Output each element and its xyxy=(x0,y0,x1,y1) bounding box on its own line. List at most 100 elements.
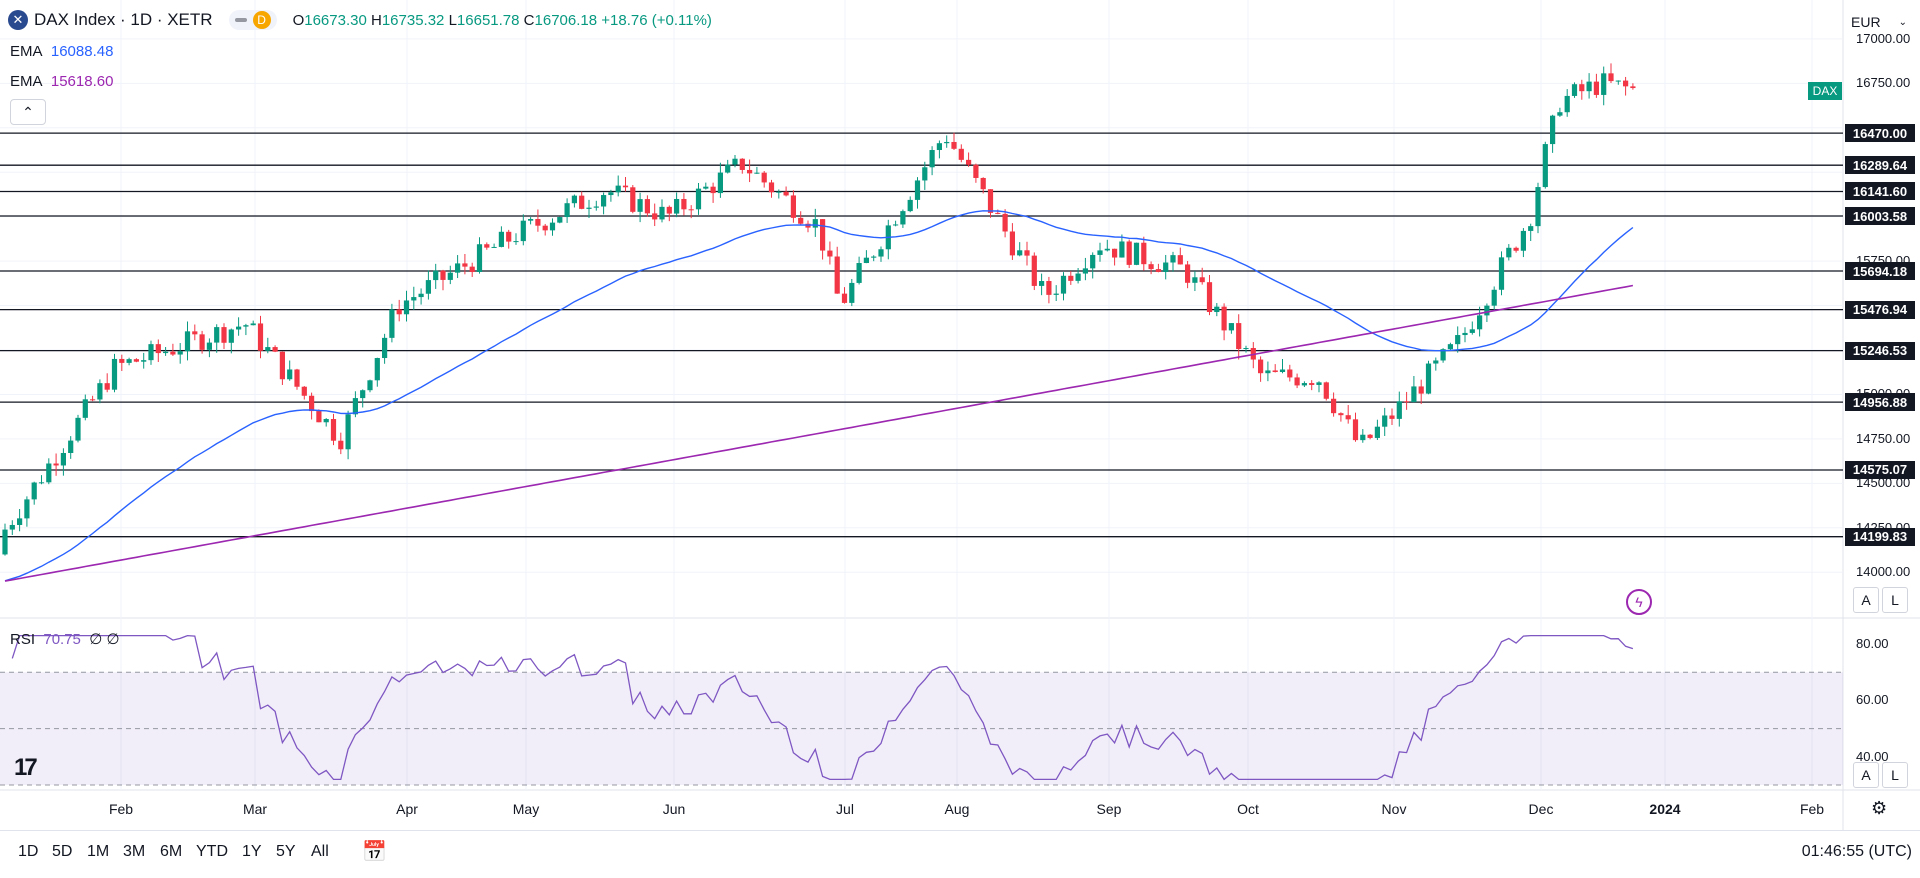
ema1-legend[interactable]: EMA 16088.48 xyxy=(10,43,114,60)
timeframe-button[interactable]: 5Y xyxy=(276,843,296,860)
candle-up xyxy=(1462,332,1468,336)
candle-down xyxy=(1272,370,1278,373)
candle-up xyxy=(732,158,738,165)
level-price-tag[interactable]: 15694.18 xyxy=(1845,262,1915,281)
auto-scale-button-main[interactable]: A xyxy=(1853,587,1879,613)
candle-down xyxy=(1593,81,1599,95)
timeframe-button[interactable]: 1Y xyxy=(242,843,262,860)
candle-up xyxy=(695,188,702,210)
chart-canvas[interactable] xyxy=(0,0,1920,830)
candle-up xyxy=(1542,144,1548,188)
market-status-pill[interactable]: D xyxy=(228,10,277,30)
candle-up xyxy=(900,211,906,225)
level-price-tag[interactable]: 16289.64 xyxy=(1845,156,1915,175)
candle-down xyxy=(1309,383,1315,385)
level-price-tag[interactable]: 15476.94 xyxy=(1845,300,1915,319)
candle-up xyxy=(228,329,234,343)
currency-select[interactable]: EUR ⌄ xyxy=(1851,14,1907,30)
candle-down xyxy=(622,185,629,188)
level-price-tag[interactable]: 16470.00 xyxy=(1845,124,1915,143)
time-axis-label: Feb xyxy=(1799,801,1825,817)
candle-up xyxy=(1163,262,1169,272)
candle-down xyxy=(681,198,687,210)
timeframe-button[interactable]: 6M xyxy=(160,843,183,860)
candle-up xyxy=(367,380,373,391)
candle-down xyxy=(1236,323,1242,350)
candle-up xyxy=(1214,306,1220,313)
timeframe-button[interactable]: 5D xyxy=(52,843,73,860)
candle-up xyxy=(1615,80,1621,82)
level-price-tag[interactable]: 14575.07 xyxy=(1845,460,1915,479)
candle-up xyxy=(914,180,921,200)
candle-up xyxy=(214,327,220,343)
level-price-tag[interactable]: 16003.58 xyxy=(1845,207,1915,226)
candle-up xyxy=(871,256,877,258)
candle-up xyxy=(1097,250,1103,255)
candle-up xyxy=(455,263,461,273)
candle-up xyxy=(1039,281,1045,286)
change-value: +18.76 (+0.11%) xyxy=(601,11,712,29)
candle-down xyxy=(484,244,490,248)
candle-up xyxy=(557,217,563,223)
gear-icon[interactable]: ⚙ xyxy=(1871,798,1888,818)
rsi-legend[interactable]: RSI 70.75 ∅ ∅ xyxy=(10,631,120,648)
ema2-legend[interactable]: EMA 15618.60 xyxy=(10,73,114,90)
candle-up xyxy=(60,452,66,466)
level-price-tag[interactable]: 15246.53 xyxy=(1845,341,1915,360)
candle-up xyxy=(184,331,191,352)
candle-up xyxy=(425,280,431,294)
timeframe-button[interactable]: All xyxy=(311,843,329,860)
level-price-tag[interactable]: 14956.88 xyxy=(1845,393,1915,412)
candle-up xyxy=(1484,305,1490,316)
candle-down xyxy=(747,169,753,174)
level-price-tag[interactable]: 14199.83 xyxy=(1845,527,1915,546)
candle-down xyxy=(1199,277,1205,283)
symbol-legend: ✕ DAX Index · 1D · XETR D O16673.30 H167… xyxy=(8,10,712,30)
rsi-axis-tick: 60.00 xyxy=(1856,692,1889,708)
timeframe-button[interactable]: 1M xyxy=(87,843,110,860)
candle-down xyxy=(1046,281,1052,295)
candle-up xyxy=(564,203,570,218)
candle-down xyxy=(535,219,541,226)
symbol-title[interactable]: DAX Index · 1D · XETR xyxy=(34,10,213,29)
candle-up xyxy=(571,195,577,204)
candle-up xyxy=(601,195,607,207)
candle-down xyxy=(783,191,789,196)
candle-up xyxy=(812,219,818,228)
candle-down xyxy=(1513,247,1519,251)
lightning-icon[interactable]: ϟ xyxy=(1626,589,1652,615)
log-scale-button-main[interactable]: L xyxy=(1882,587,1908,613)
calendar-icon[interactable]: 📅 xyxy=(362,841,387,863)
candle-up xyxy=(163,351,169,354)
candle-down xyxy=(133,359,139,362)
timeframe-button[interactable]: 3M xyxy=(123,843,146,860)
candle-up xyxy=(608,192,614,196)
candle-up xyxy=(1564,95,1570,113)
candle-up xyxy=(776,191,782,193)
time-axis-label: Mar xyxy=(242,801,268,817)
tradingview-logo-icon[interactable]: 17 xyxy=(14,754,38,781)
candle-down xyxy=(834,256,840,294)
candle-up xyxy=(265,347,271,351)
time-axis-label: Jun xyxy=(662,801,686,817)
candle-down xyxy=(820,219,826,251)
clock[interactable]: 01:46:55 (UTC) xyxy=(1801,843,1912,860)
candle-down xyxy=(542,225,548,231)
timeframe-button[interactable]: 1D xyxy=(18,843,39,860)
candle-up xyxy=(491,246,497,248)
auto-scale-button-rsi[interactable]: A xyxy=(1853,762,1879,788)
candle-up xyxy=(345,414,351,450)
bottom-toolbar: 1D 5D 1M 3M 6M YTD 1Y 5Y All 📅 01:46:55 (UTC) xyxy=(0,830,1920,873)
level-price-tag[interactable]: 16141.60 xyxy=(1845,182,1915,201)
timeframe-button[interactable]: YTD xyxy=(196,843,228,860)
candle-up xyxy=(1060,275,1067,294)
collapse-legend-button[interactable]: ⌃ xyxy=(10,99,46,125)
candle-up xyxy=(513,241,519,243)
candle-down xyxy=(279,351,285,380)
candle-down xyxy=(1126,241,1132,265)
log-scale-button-rsi[interactable]: L xyxy=(1882,762,1908,788)
candle-up xyxy=(374,358,380,381)
candle-down xyxy=(221,327,227,343)
candle-up xyxy=(9,524,15,530)
ema-line-fast xyxy=(4,210,1634,582)
